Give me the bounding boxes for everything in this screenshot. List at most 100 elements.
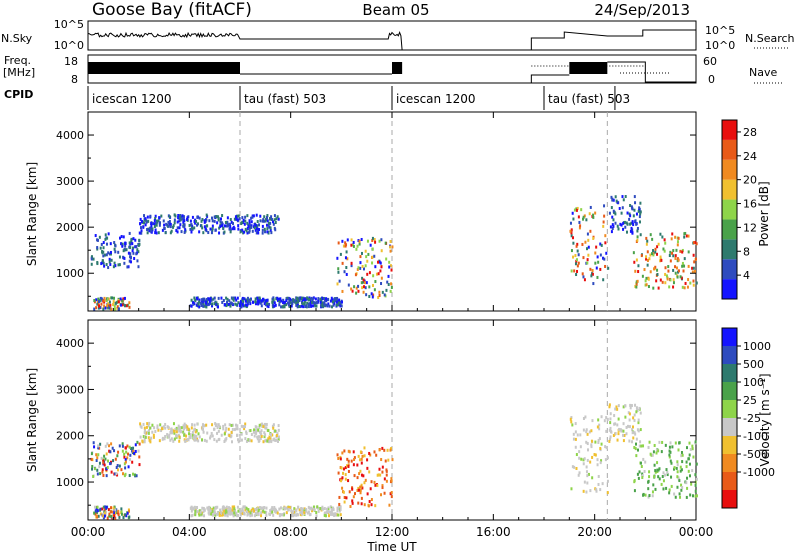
data-cell	[138, 238, 141, 242]
data-cell	[634, 219, 637, 223]
data-cell	[192, 436, 195, 440]
data-cell	[142, 422, 145, 426]
data-cell	[198, 435, 201, 439]
data-cell	[225, 300, 228, 304]
data-cell	[271, 510, 274, 514]
data-cell	[100, 302, 103, 306]
data-cell	[627, 411, 630, 415]
data-cell	[111, 446, 114, 450]
data-cell	[286, 301, 289, 305]
data-cell	[266, 223, 269, 227]
data-cell	[232, 298, 235, 302]
data-cell	[296, 305, 299, 309]
data-cell	[637, 209, 640, 213]
data-cell	[223, 432, 226, 436]
data-cell	[107, 302, 110, 306]
data-cell	[211, 304, 214, 308]
data-cell	[646, 239, 649, 243]
data-cell	[681, 261, 684, 265]
data-cell	[638, 406, 641, 410]
data-cell	[148, 421, 151, 425]
data-cell	[338, 298, 341, 302]
data-cell	[374, 504, 377, 508]
data-cell	[344, 256, 347, 260]
data-cell	[674, 441, 677, 445]
data-cell	[217, 423, 220, 427]
data-cell	[614, 212, 617, 216]
data-cell	[651, 494, 654, 498]
data-cell	[381, 470, 384, 474]
data-cell	[143, 429, 146, 433]
data-cell	[221, 506, 224, 510]
freq-label-1: Freq.	[4, 54, 31, 67]
data-cell	[245, 510, 248, 514]
data-cell	[187, 432, 190, 436]
data-cell	[375, 272, 378, 276]
data-cell	[572, 241, 575, 245]
data-cell	[313, 508, 316, 512]
data-cell	[205, 213, 208, 217]
data-cell	[633, 489, 636, 493]
data-cell	[662, 487, 665, 491]
data-cell	[263, 298, 266, 302]
data-cell	[330, 511, 333, 515]
data-cell	[676, 460, 679, 464]
data-cell	[147, 227, 150, 231]
colorbar-tick-label: 25	[743, 394, 757, 407]
data-cell	[148, 438, 151, 442]
data-cell	[221, 513, 224, 517]
data-cell	[622, 433, 625, 437]
data-cell	[638, 444, 641, 448]
data-cell	[257, 299, 260, 303]
data-cell	[164, 231, 167, 235]
data-cell	[250, 224, 253, 228]
data-cell	[591, 419, 594, 423]
data-cell	[261, 297, 264, 301]
data-cell	[256, 227, 259, 231]
data-cell	[226, 216, 229, 220]
data-cell	[336, 282, 339, 286]
data-cell	[269, 433, 272, 437]
data-cell	[267, 429, 270, 433]
data-cell	[224, 513, 227, 517]
data-cell	[295, 301, 298, 305]
data-cell	[166, 433, 169, 437]
data-cell	[622, 405, 625, 409]
data-cell	[574, 422, 577, 426]
data-cell	[266, 302, 269, 306]
data-cell	[200, 224, 203, 228]
data-cell	[217, 218, 220, 222]
data-cell	[193, 220, 196, 224]
data-cell	[265, 422, 268, 426]
data-cell	[573, 269, 576, 273]
data-cell	[128, 305, 131, 309]
data-cell	[652, 253, 655, 257]
data-cell	[341, 476, 344, 480]
data-cell	[694, 473, 697, 477]
data-cell	[246, 221, 249, 225]
data-cell	[663, 238, 666, 242]
data-cell	[629, 406, 632, 410]
data-cell	[197, 512, 200, 516]
data-cell	[129, 458, 132, 462]
data-cell	[675, 248, 678, 252]
data-cell	[319, 300, 322, 304]
data-cell	[645, 255, 648, 259]
data-cell	[614, 432, 617, 436]
data-cell	[570, 416, 573, 420]
data-cell	[604, 234, 607, 238]
data-cell	[609, 417, 612, 421]
data-cell	[573, 208, 576, 212]
data-cell	[309, 297, 312, 301]
data-cell	[642, 493, 645, 497]
data-cell	[221, 300, 224, 304]
data-cell	[288, 304, 291, 308]
data-cell	[227, 303, 230, 307]
data-cell	[664, 266, 667, 270]
data-cell	[129, 256, 132, 260]
data-cell	[656, 468, 659, 472]
data-cell	[237, 514, 240, 518]
data-cell	[139, 422, 142, 426]
data-cell	[361, 264, 364, 268]
data-cell	[606, 417, 609, 421]
